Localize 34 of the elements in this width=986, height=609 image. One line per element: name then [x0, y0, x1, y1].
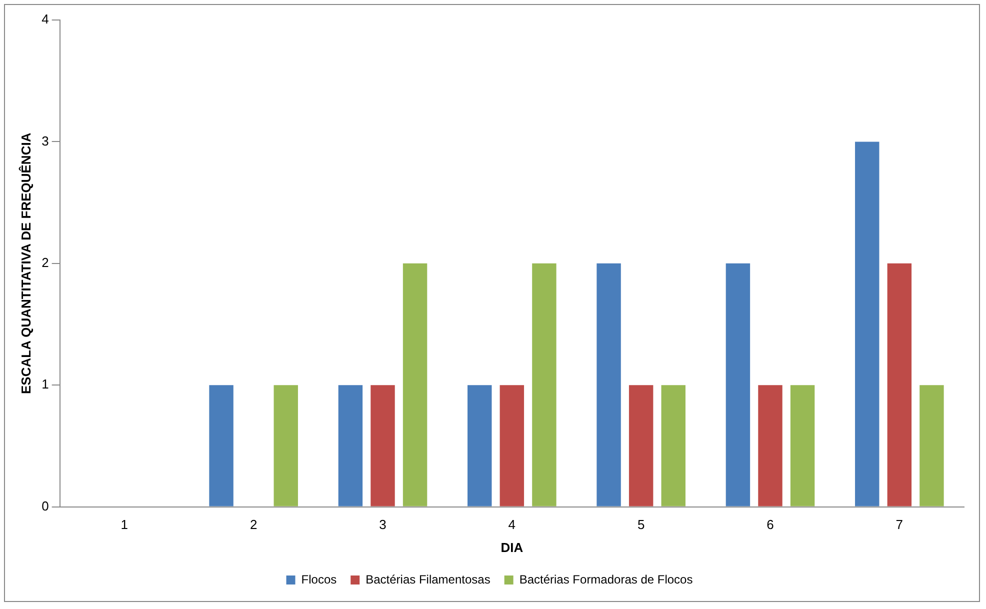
bar: [402, 263, 428, 506]
bar: [790, 385, 815, 506]
x-tick-label: 5: [637, 517, 645, 532]
bar: [274, 385, 298, 506]
legend-label: Flocos: [301, 572, 337, 586]
bar: [532, 263, 556, 506]
x-tick-label: 7: [896, 517, 904, 532]
bar: [920, 385, 944, 506]
x-tick-label: 6: [766, 517, 774, 532]
bar: [468, 385, 492, 506]
x-tick-label: 2: [250, 517, 258, 532]
bar: [758, 385, 782, 506]
bar: [887, 263, 912, 506]
y-tick-label: 2: [42, 254, 49, 270]
bar: [209, 385, 234, 506]
legend-label: Bactérias Formadoras de Flocos: [519, 572, 693, 586]
legend-label: Bactérias Filamentosas: [366, 572, 490, 586]
bar: [370, 385, 395, 506]
y-tick-label: 4: [42, 12, 49, 27]
y-tick-label: 0: [42, 498, 49, 514]
bar: [596, 263, 621, 506]
bar: [338, 385, 363, 506]
x-axis-title: DIA: [500, 540, 524, 555]
bar: [628, 385, 654, 506]
bar: [661, 385, 686, 506]
bar: [855, 142, 880, 506]
bar: [500, 385, 524, 506]
x-tick-label: 3: [379, 517, 386, 532]
y-axis-title: ESCALA QUANTITATIVA DE FREQUÊNCIA: [18, 132, 34, 394]
bar: [726, 263, 750, 506]
x-tick-label: 1: [120, 517, 128, 532]
y-tick-label: 1: [42, 376, 49, 392]
x-tick-label: 4: [508, 517, 516, 532]
y-tick-label: 3: [42, 133, 49, 148]
